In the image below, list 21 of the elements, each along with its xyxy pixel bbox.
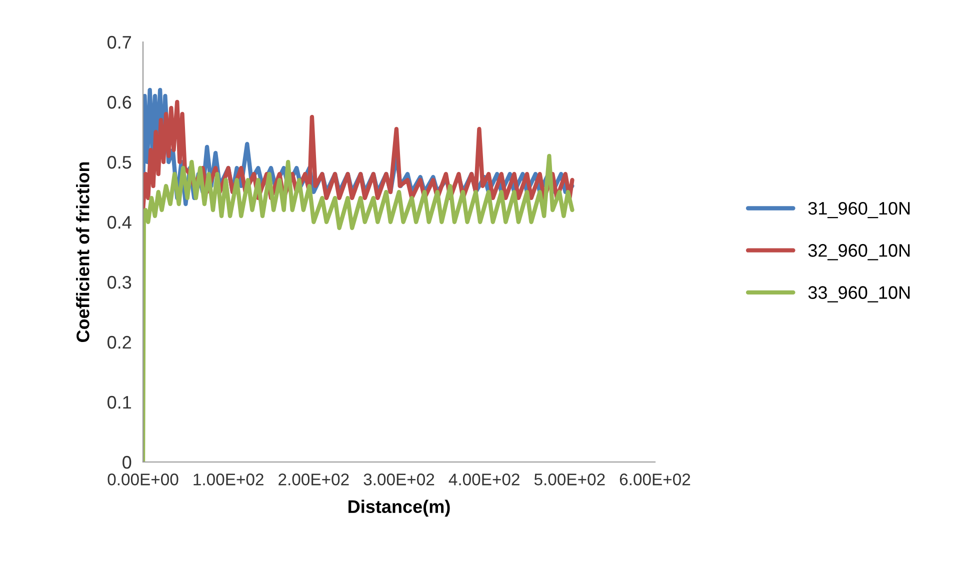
y-tick-label: 0.6 [107, 96, 132, 109]
y-tick-label: 0.3 [107, 276, 132, 289]
y-tick-label: 0.4 [107, 216, 132, 229]
x-tick-label: 4.00E+02 [448, 474, 520, 486]
line-series [143, 154, 574, 462]
x-tick-label: 3.00E+02 [364, 474, 434, 486]
y-tick-label: 0.7 [107, 36, 131, 49]
x-tick-label: 2.00E+02 [278, 474, 349, 486]
y-tick-label: 0 [122, 456, 132, 469]
legend-label: 33_960_10N [808, 286, 910, 302]
x-tick-label: 5.00E+02 [534, 474, 605, 486]
x-tick-label: 0.00E+00 [108, 474, 178, 486]
y-tick-label: 0.1 [107, 396, 132, 409]
legend-label: 31_960_10N [808, 202, 910, 218]
y-tick-label: 0.5 [107, 156, 132, 169]
x-axis-title: Distance(m) [348, 500, 450, 517]
y-axis-title: Coefficient of friction [76, 162, 90, 342]
x-tick-label: 6.00E+02 [620, 474, 690, 486]
x-tick-label: 1.00E+02 [194, 474, 264, 486]
y-tick-label: 0.2 [107, 336, 131, 349]
legend-label: 32_960_10N [808, 244, 910, 260]
